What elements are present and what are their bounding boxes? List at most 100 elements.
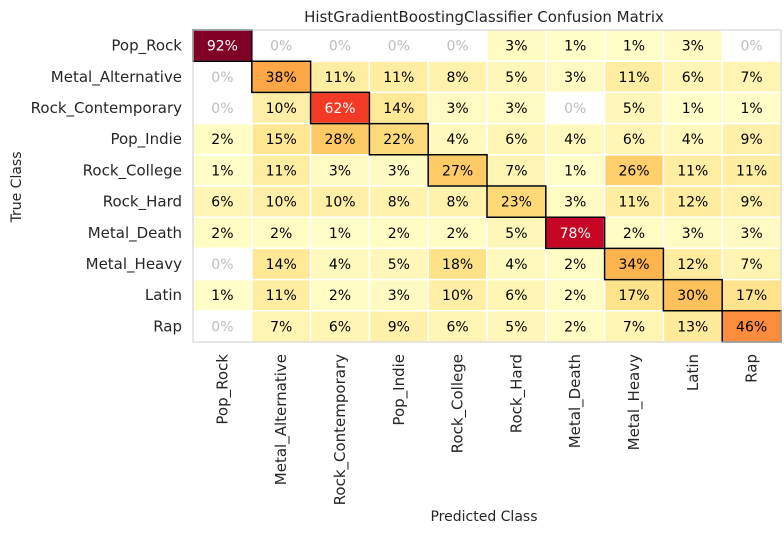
- heatmap-cell: [662, 91, 723, 125]
- heatmap-cell: [603, 154, 665, 187]
- chart-title: HistGradientBoostingClassifier Confusion…: [304, 8, 664, 26]
- heatmap-cell: [721, 60, 782, 94]
- cell-value-labels: 92% 0% 0% 0% 0% 3% 1% 1% 3% 0% 0% 38% 11% 11% 8% 5% 3% 11…: [207, 39, 767, 336]
- cell-value-label: 14%: [383, 101, 414, 117]
- cell-value-label: 6%: [505, 132, 527, 148]
- heatmap-cell: [368, 60, 429, 94]
- cell-value-label: 9%: [388, 319, 410, 335]
- cell-value-label: 0%: [446, 39, 468, 55]
- heatmap-cell: [251, 278, 312, 312]
- cell-value-label: 3%: [740, 226, 762, 242]
- cell-value-label: 0%: [211, 257, 233, 273]
- cell-value-label: 0%: [740, 39, 762, 55]
- heatmap-cell: [251, 247, 312, 281]
- y-tick-label: Latin: [145, 286, 182, 304]
- heatmap-cell: [721, 154, 782, 187]
- cell-value-label: 11%: [324, 70, 355, 86]
- heatmap-cell: [662, 185, 723, 218]
- cell-value-label: 0%: [211, 70, 233, 86]
- cell-value-label: 12%: [677, 195, 708, 211]
- cell-value-label: 4%: [446, 132, 468, 148]
- cell-value-label: 8%: [446, 195, 468, 211]
- cell-value-label: 6%: [329, 319, 351, 335]
- cell-value-label: 2%: [270, 226, 292, 242]
- cell-value-label: 17%: [618, 288, 649, 304]
- cell-value-label: 9%: [740, 132, 762, 148]
- y-tick-label: Metal_Heavy: [86, 255, 182, 274]
- y-tick-label: Rock_Contemporary: [31, 99, 182, 118]
- heatmap-cell: [251, 154, 312, 187]
- cell-value-label: 3%: [505, 39, 527, 55]
- cell-value-label: 5%: [505, 226, 527, 242]
- cell-value-label: 15%: [266, 132, 297, 148]
- plot-frame: [192, 29, 782, 343]
- cell-value-label: 3%: [564, 195, 586, 211]
- cell-value-label: 2%: [329, 288, 351, 304]
- cell-value-label: 3%: [682, 39, 704, 55]
- cell-value-label: 1%: [329, 226, 351, 242]
- cell-value-label: 1%: [682, 101, 704, 117]
- heatmap-cell: [486, 122, 547, 156]
- cell-value-label: 3%: [388, 288, 410, 304]
- cell-value-label: 3%: [329, 163, 351, 179]
- heatmap-cell: [251, 60, 312, 94]
- y-tick-label: Rock_Hard: [103, 193, 182, 212]
- cell-value-label: 0%: [329, 39, 351, 55]
- heatmap-cell: [486, 310, 547, 343]
- heatmap-cell: [309, 185, 371, 218]
- heatmap-cell: [486, 154, 547, 187]
- cell-value-label: 11%: [618, 195, 649, 211]
- y-tick-label: Metal_Death: [88, 224, 182, 243]
- cell-value-label: 46%: [736, 319, 767, 335]
- heatmap-cell: [309, 247, 371, 281]
- cell-value-label: 6%: [623, 132, 645, 148]
- heatmap-cell: [192, 310, 253, 343]
- cell-value-label: 11%: [266, 288, 297, 304]
- cell-value-label: 4%: [329, 257, 351, 273]
- heatmap-cell: [427, 247, 488, 281]
- cell-value-label: 10%: [266, 101, 297, 117]
- cell-value-label: 11%: [618, 70, 649, 86]
- cell-value-label: 6%: [505, 288, 527, 304]
- cell-value-label: 3%: [505, 101, 527, 117]
- heatmap-cell: [545, 60, 606, 94]
- cell-value-label: 11%: [383, 70, 414, 86]
- cell-value-label: 2%: [446, 226, 468, 242]
- cell-value-label: 22%: [383, 132, 414, 148]
- cell-value-label: 11%: [677, 163, 708, 179]
- x-axis-label: Predicted Class: [430, 509, 537, 525]
- cell-value-label: 7%: [740, 257, 762, 273]
- cell-value-label: 2%: [211, 132, 233, 148]
- cell-value-label: 38%: [266, 70, 297, 86]
- cell-value-label: 10%: [324, 195, 355, 211]
- cell-value-label: 4%: [505, 257, 527, 273]
- heatmap-cell: [192, 122, 253, 156]
- cell-value-label: 9%: [740, 195, 762, 211]
- cell-value-label: 5%: [505, 319, 527, 335]
- heatmap-cell: [662, 154, 723, 187]
- cell-value-label: 5%: [623, 101, 645, 117]
- cell-value-label: 3%: [446, 101, 468, 117]
- cell-value-label: 2%: [388, 226, 410, 242]
- cell-value-label: 11%: [266, 163, 297, 179]
- cell-value-label: 3%: [682, 226, 704, 242]
- x-tick-label: Metal_Death: [566, 354, 585, 448]
- x-tick-labels: Pop_Rock Metal_Alternative Rock_Contempora…: [213, 354, 760, 506]
- x-tick-label: Metal_Alternative: [272, 354, 291, 485]
- heatmap-cell: [368, 247, 429, 281]
- heatmap-cell: [427, 185, 488, 218]
- heatmap-cell: [545, 122, 606, 156]
- cell-value-label: 17%: [736, 288, 767, 304]
- cell-value-label: 1%: [211, 163, 233, 179]
- cell-value-label: 10%: [442, 288, 473, 304]
- heatmap-cell: [427, 154, 488, 187]
- cell-value-label: 1%: [211, 288, 233, 304]
- cell-value-label: 5%: [388, 257, 410, 273]
- cell-value-label: 78%: [560, 226, 591, 242]
- x-tick-label: Rap: [743, 354, 761, 383]
- cell-value-label: 3%: [564, 70, 586, 86]
- x-tick-label: Rock_College: [449, 354, 468, 453]
- cell-value-label: 11%: [736, 163, 767, 179]
- heatmap-cell: [368, 216, 429, 250]
